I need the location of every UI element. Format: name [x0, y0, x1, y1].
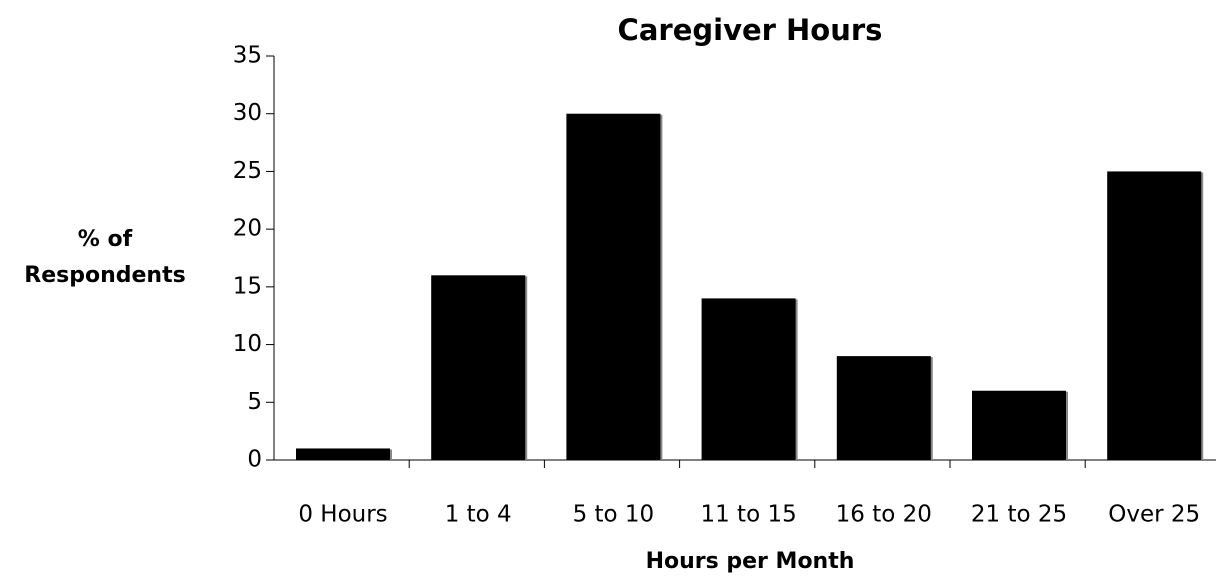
y-tick-label: 25: [233, 158, 262, 184]
y-tick-label: 35: [233, 43, 262, 69]
x-axis-label: Hours per Month: [646, 549, 855, 574]
y-tick-label: 5: [247, 389, 262, 415]
bar: [296, 448, 390, 460]
y-tick-label: 20: [233, 216, 262, 242]
y-axis-label: Respondents: [24, 263, 185, 288]
bar: [431, 275, 526, 460]
bar: [836, 356, 931, 460]
y-tick-label: 10: [233, 331, 262, 357]
x-tick-label: 16 to 20: [836, 502, 932, 528]
x-tick-label: 11 to 15: [700, 502, 796, 528]
y-tick-label: 15: [233, 273, 262, 299]
y-tick-label: 30: [233, 100, 262, 126]
bar: [701, 298, 796, 460]
x-tick-label: 21 to 25: [971, 502, 1067, 528]
bar: [972, 390, 1066, 460]
x-tick-label: 0 Hours: [298, 502, 387, 528]
x-tick-label: 5 to 10: [573, 502, 655, 528]
x-tick-label: 1 to 4: [445, 502, 512, 528]
x-tick-label: Over 25: [1108, 502, 1200, 528]
y-tick-label: 0: [247, 447, 262, 473]
bar: [566, 113, 661, 460]
chart-title: Caregiver Hours: [618, 13, 883, 47]
y-axis-label: % of: [78, 227, 133, 252]
bar: [1107, 171, 1202, 460]
